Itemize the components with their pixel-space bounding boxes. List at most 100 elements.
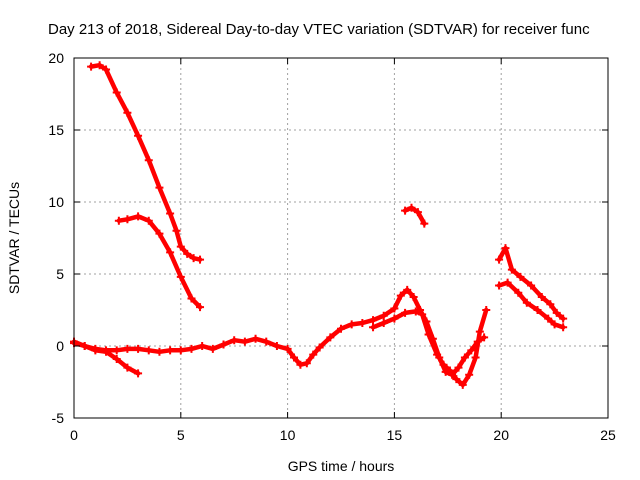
data-point bbox=[546, 300, 555, 309]
x-tick-label: 25 bbox=[600, 427, 616, 443]
data-point bbox=[424, 330, 433, 339]
series-line bbox=[88, 62, 203, 262]
data-point bbox=[196, 303, 205, 312]
data-point bbox=[458, 380, 467, 389]
data-point bbox=[537, 293, 546, 302]
data-point bbox=[134, 212, 143, 221]
data-point bbox=[166, 248, 175, 257]
data-point bbox=[503, 278, 512, 287]
y-tick-label: 20 bbox=[48, 50, 64, 66]
x-tick-label: 20 bbox=[493, 427, 509, 443]
data-point bbox=[155, 347, 164, 356]
data-point bbox=[134, 131, 143, 140]
data-point bbox=[230, 336, 239, 345]
data-point bbox=[123, 215, 132, 224]
data-point bbox=[198, 342, 207, 350]
data-point bbox=[559, 323, 568, 332]
data-point bbox=[390, 304, 399, 313]
data-point bbox=[409, 293, 418, 302]
series-arc-4 bbox=[70, 339, 143, 378]
series-arc-7 bbox=[495, 244, 568, 323]
data-point bbox=[369, 323, 378, 332]
series-arc-6 bbox=[401, 203, 429, 228]
plot-frame bbox=[73, 57, 609, 419]
data-point bbox=[467, 346, 476, 355]
data-point bbox=[482, 306, 491, 314]
data-point bbox=[196, 255, 205, 264]
data-point bbox=[559, 314, 568, 323]
data-point bbox=[123, 108, 132, 117]
data-point bbox=[309, 350, 318, 359]
data-point bbox=[114, 216, 123, 225]
x-tick-label: 10 bbox=[280, 427, 296, 443]
data-point bbox=[80, 342, 89, 350]
data-point bbox=[401, 206, 410, 215]
chart-title: Day 213 of 2018, Sidereal Day-to-day VTE… bbox=[48, 21, 590, 38]
y-tick-label: -5 bbox=[52, 410, 65, 426]
x-axis-label: GPS time / hours bbox=[288, 458, 395, 474]
data-point bbox=[262, 337, 271, 346]
series-line bbox=[71, 287, 487, 378]
data-point bbox=[112, 88, 121, 97]
series-arc-8 bbox=[495, 278, 568, 332]
series-arc-1 bbox=[87, 61, 205, 264]
data-point bbox=[471, 353, 480, 362]
data-point bbox=[439, 360, 448, 369]
data-point bbox=[420, 219, 429, 228]
data-point bbox=[176, 346, 185, 355]
data-point bbox=[475, 327, 484, 336]
data-point bbox=[144, 216, 153, 225]
data-point bbox=[219, 340, 228, 349]
data-point bbox=[123, 344, 132, 353]
data-point bbox=[315, 343, 324, 352]
data-point bbox=[176, 272, 185, 281]
data-point bbox=[208, 344, 217, 353]
x-tick-label: 15 bbox=[387, 427, 403, 443]
data-point bbox=[550, 320, 559, 329]
data-point bbox=[516, 272, 525, 281]
data-point bbox=[302, 359, 311, 368]
x-tick-label: 5 bbox=[177, 427, 185, 443]
data-point bbox=[552, 308, 561, 317]
data-point bbox=[396, 291, 405, 300]
data-point bbox=[452, 375, 461, 384]
data-point bbox=[465, 370, 474, 379]
data-point bbox=[134, 344, 143, 353]
grid-lines bbox=[74, 58, 608, 418]
series-line bbox=[370, 307, 489, 388]
data-point bbox=[290, 353, 299, 362]
data-point bbox=[326, 333, 335, 342]
data-point bbox=[166, 209, 175, 218]
data-point bbox=[155, 229, 164, 238]
data-point bbox=[272, 342, 281, 350]
data-point bbox=[112, 354, 121, 363]
data-point bbox=[544, 314, 553, 323]
data-point bbox=[102, 65, 111, 74]
data-point bbox=[283, 344, 292, 353]
data-point bbox=[91, 346, 100, 355]
data-point bbox=[507, 265, 516, 274]
data-point bbox=[183, 249, 192, 258]
data-point bbox=[123, 363, 132, 372]
axis-ticks: 0 5 10 15 20 25 -5 0 5 10 15 20 bbox=[48, 50, 616, 443]
data-point bbox=[176, 242, 185, 251]
data-point bbox=[166, 346, 175, 355]
series-arc-3 bbox=[70, 285, 489, 379]
data-point bbox=[112, 346, 121, 355]
data-point bbox=[337, 324, 345, 333]
y-tick-label: 5 bbox=[56, 266, 64, 282]
y-tick-label: 15 bbox=[48, 122, 64, 138]
data-point bbox=[102, 347, 111, 356]
data-point bbox=[95, 61, 104, 70]
data-point bbox=[527, 281, 536, 290]
data-point bbox=[87, 62, 96, 71]
data-point bbox=[251, 334, 260, 343]
y-tick-label: 10 bbox=[48, 194, 64, 210]
data-point bbox=[358, 318, 367, 327]
data-point bbox=[533, 306, 542, 314]
data-point bbox=[187, 344, 196, 353]
y-tick-label: 0 bbox=[56, 338, 64, 354]
data-point bbox=[413, 208, 422, 217]
series-layer bbox=[70, 61, 568, 389]
